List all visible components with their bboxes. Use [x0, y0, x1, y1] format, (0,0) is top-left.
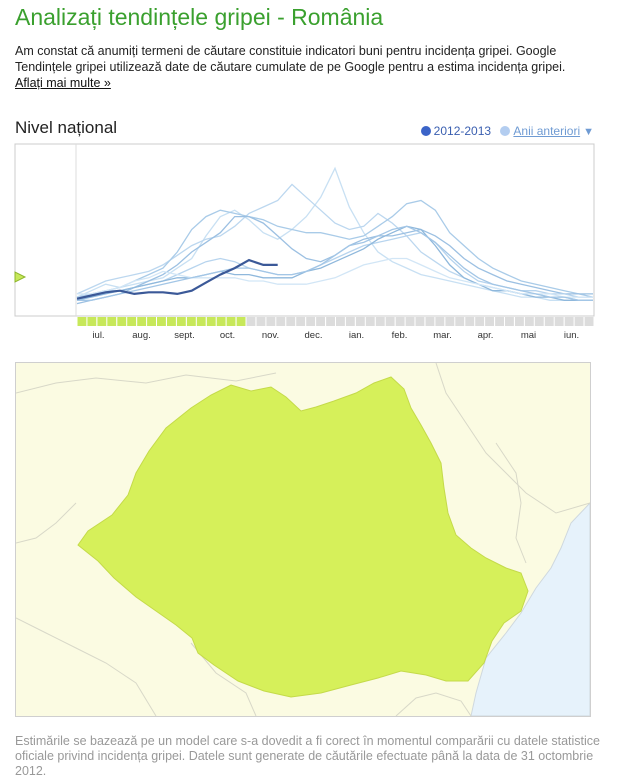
level-strip-cell: [127, 317, 137, 326]
level-strip-cell: [544, 317, 554, 326]
level-strip-cell: [206, 317, 216, 326]
x-month-label: aug.: [132, 330, 151, 341]
triangle-down-icon[interactable]: ▼: [583, 126, 594, 138]
current-season-series: [76, 258, 278, 300]
level-strip-cell: [515, 317, 524, 326]
level-strip-cell: [425, 317, 435, 326]
level-strip-cell: [584, 317, 594, 326]
map-sea: [470, 502, 590, 716]
level-strip-cell: [534, 317, 544, 326]
level-strip-cell: [355, 317, 365, 326]
level-strip-cell: [137, 317, 147, 326]
past-years-dropdown[interactable]: Anii anteriori: [513, 124, 581, 138]
x-month-label: ian.: [349, 330, 364, 341]
level-strip-cell: [107, 317, 117, 326]
level-strip-cell: [157, 317, 166, 326]
level-strip-cell: [167, 317, 176, 326]
level-strip-cell: [465, 317, 475, 326]
level-strip-cell: [326, 317, 335, 326]
past-year-line: [76, 166, 593, 301]
past-year-line: [77, 225, 593, 301]
level-strip-cell: [266, 317, 276, 326]
level-strip-cell: [226, 317, 236, 326]
intro-paragraph: Am constat că anumiți termeni de căutare…: [15, 44, 566, 74]
level-strip-cell: [524, 317, 534, 326]
level-strip-cell: [564, 317, 574, 326]
neighbor-borders: [16, 363, 590, 716]
x-month-label: iun.: [564, 330, 579, 341]
level-strip-cell: [445, 317, 455, 326]
past-years-series: [76, 166, 594, 305]
level-strip-cell: [415, 317, 425, 326]
level-strip-cell: [77, 317, 87, 326]
map-panel[interactable]: [15, 362, 591, 717]
legend-current-label: 2012-2013: [433, 124, 492, 138]
x-month-label: nov.: [262, 330, 279, 341]
level-strip-cell: [97, 317, 107, 326]
level-strip-cell: [485, 317, 494, 326]
x-month-label: sept.: [174, 330, 195, 341]
romania-map[interactable]: [16, 363, 590, 716]
level-strip-cell: [176, 317, 186, 326]
level-strip-cell: [505, 317, 514, 326]
current-series-dot-icon: [420, 126, 431, 136]
level-strip-cell: [306, 317, 316, 326]
x-month-label: mar.: [433, 330, 451, 341]
level-strip-cell: [554, 317, 564, 326]
x-month-label: mai: [521, 330, 536, 341]
level-strip-cell: [385, 317, 395, 326]
past-year-line: [76, 199, 594, 301]
level-strip-cell: [435, 317, 445, 326]
x-month-label: oct.: [220, 330, 235, 341]
legend-item-past[interactable]: Anii anteriori ▼: [500, 124, 594, 138]
level-strip-cell: [365, 317, 375, 326]
footnote-text: Estimările se bazează pe un model care s…: [15, 734, 600, 778]
level-strip-cell: [236, 317, 246, 326]
x-axis-month-labels: iul. aug. sept. oct. nov. dec. ian. feb. mar. apr…: [92, 330, 579, 341]
level-strip-cell: [246, 317, 256, 326]
level-strip-cell: [117, 317, 127, 326]
learn-more-link[interactable]: Aflați mai multe »: [15, 76, 111, 90]
level-strip-cell: [286, 317, 296, 326]
chart-title: Nivel național: [15, 118, 118, 137]
x-month-label: apr.: [478, 330, 494, 341]
x-month-label: feb.: [392, 330, 408, 341]
level-strip-cell: [475, 317, 485, 326]
level-strip-cell: [495, 317, 504, 326]
level-strip-cell: [216, 317, 226, 326]
level-strip-cell: [196, 317, 206, 326]
level-strip-cell: [345, 317, 355, 326]
page-title: Analizați tendințele gripei - România: [15, 4, 384, 30]
level-strip-cell: [455, 317, 465, 326]
level-strip-cell: [186, 317, 196, 326]
romania-country-shape[interactable]: [77, 376, 529, 698]
level-strip-cell: [276, 317, 286, 326]
level-strip-cell: [395, 317, 405, 326]
level-strip-cell: [336, 317, 345, 326]
past-year-line: [77, 257, 593, 298]
x-month-label: iul.: [92, 330, 104, 341]
level-strip-cell: [147, 317, 156, 326]
level-strip-cell: [405, 317, 415, 326]
past-series-dot-icon: [500, 126, 511, 136]
level-strip-cell: [375, 317, 385, 326]
level-strip: [77, 317, 594, 326]
intro-text: Am constat că anumiți termeni de căutare…: [15, 43, 615, 91]
current-level-marker-icon: [14, 271, 27, 283]
level-strip-cell: [574, 317, 584, 326]
legend-item-current: 2012-2013: [420, 124, 492, 138]
level-strip-cell: [316, 317, 325, 326]
plot-area: [14, 143, 595, 317]
level-strip-cell: [256, 317, 266, 326]
flu-trend-chart: MinimRedusModeratRidicatFoarte ridicat i…: [14, 143, 595, 341]
x-month-label: dec.: [305, 330, 323, 341]
level-strip-cell: [296, 317, 306, 326]
chart-legend: 2012-2013 Anii anteriori ▼: [415, 124, 594, 138]
level-strip-cell: [87, 317, 97, 326]
current-season-line: [76, 258, 278, 300]
